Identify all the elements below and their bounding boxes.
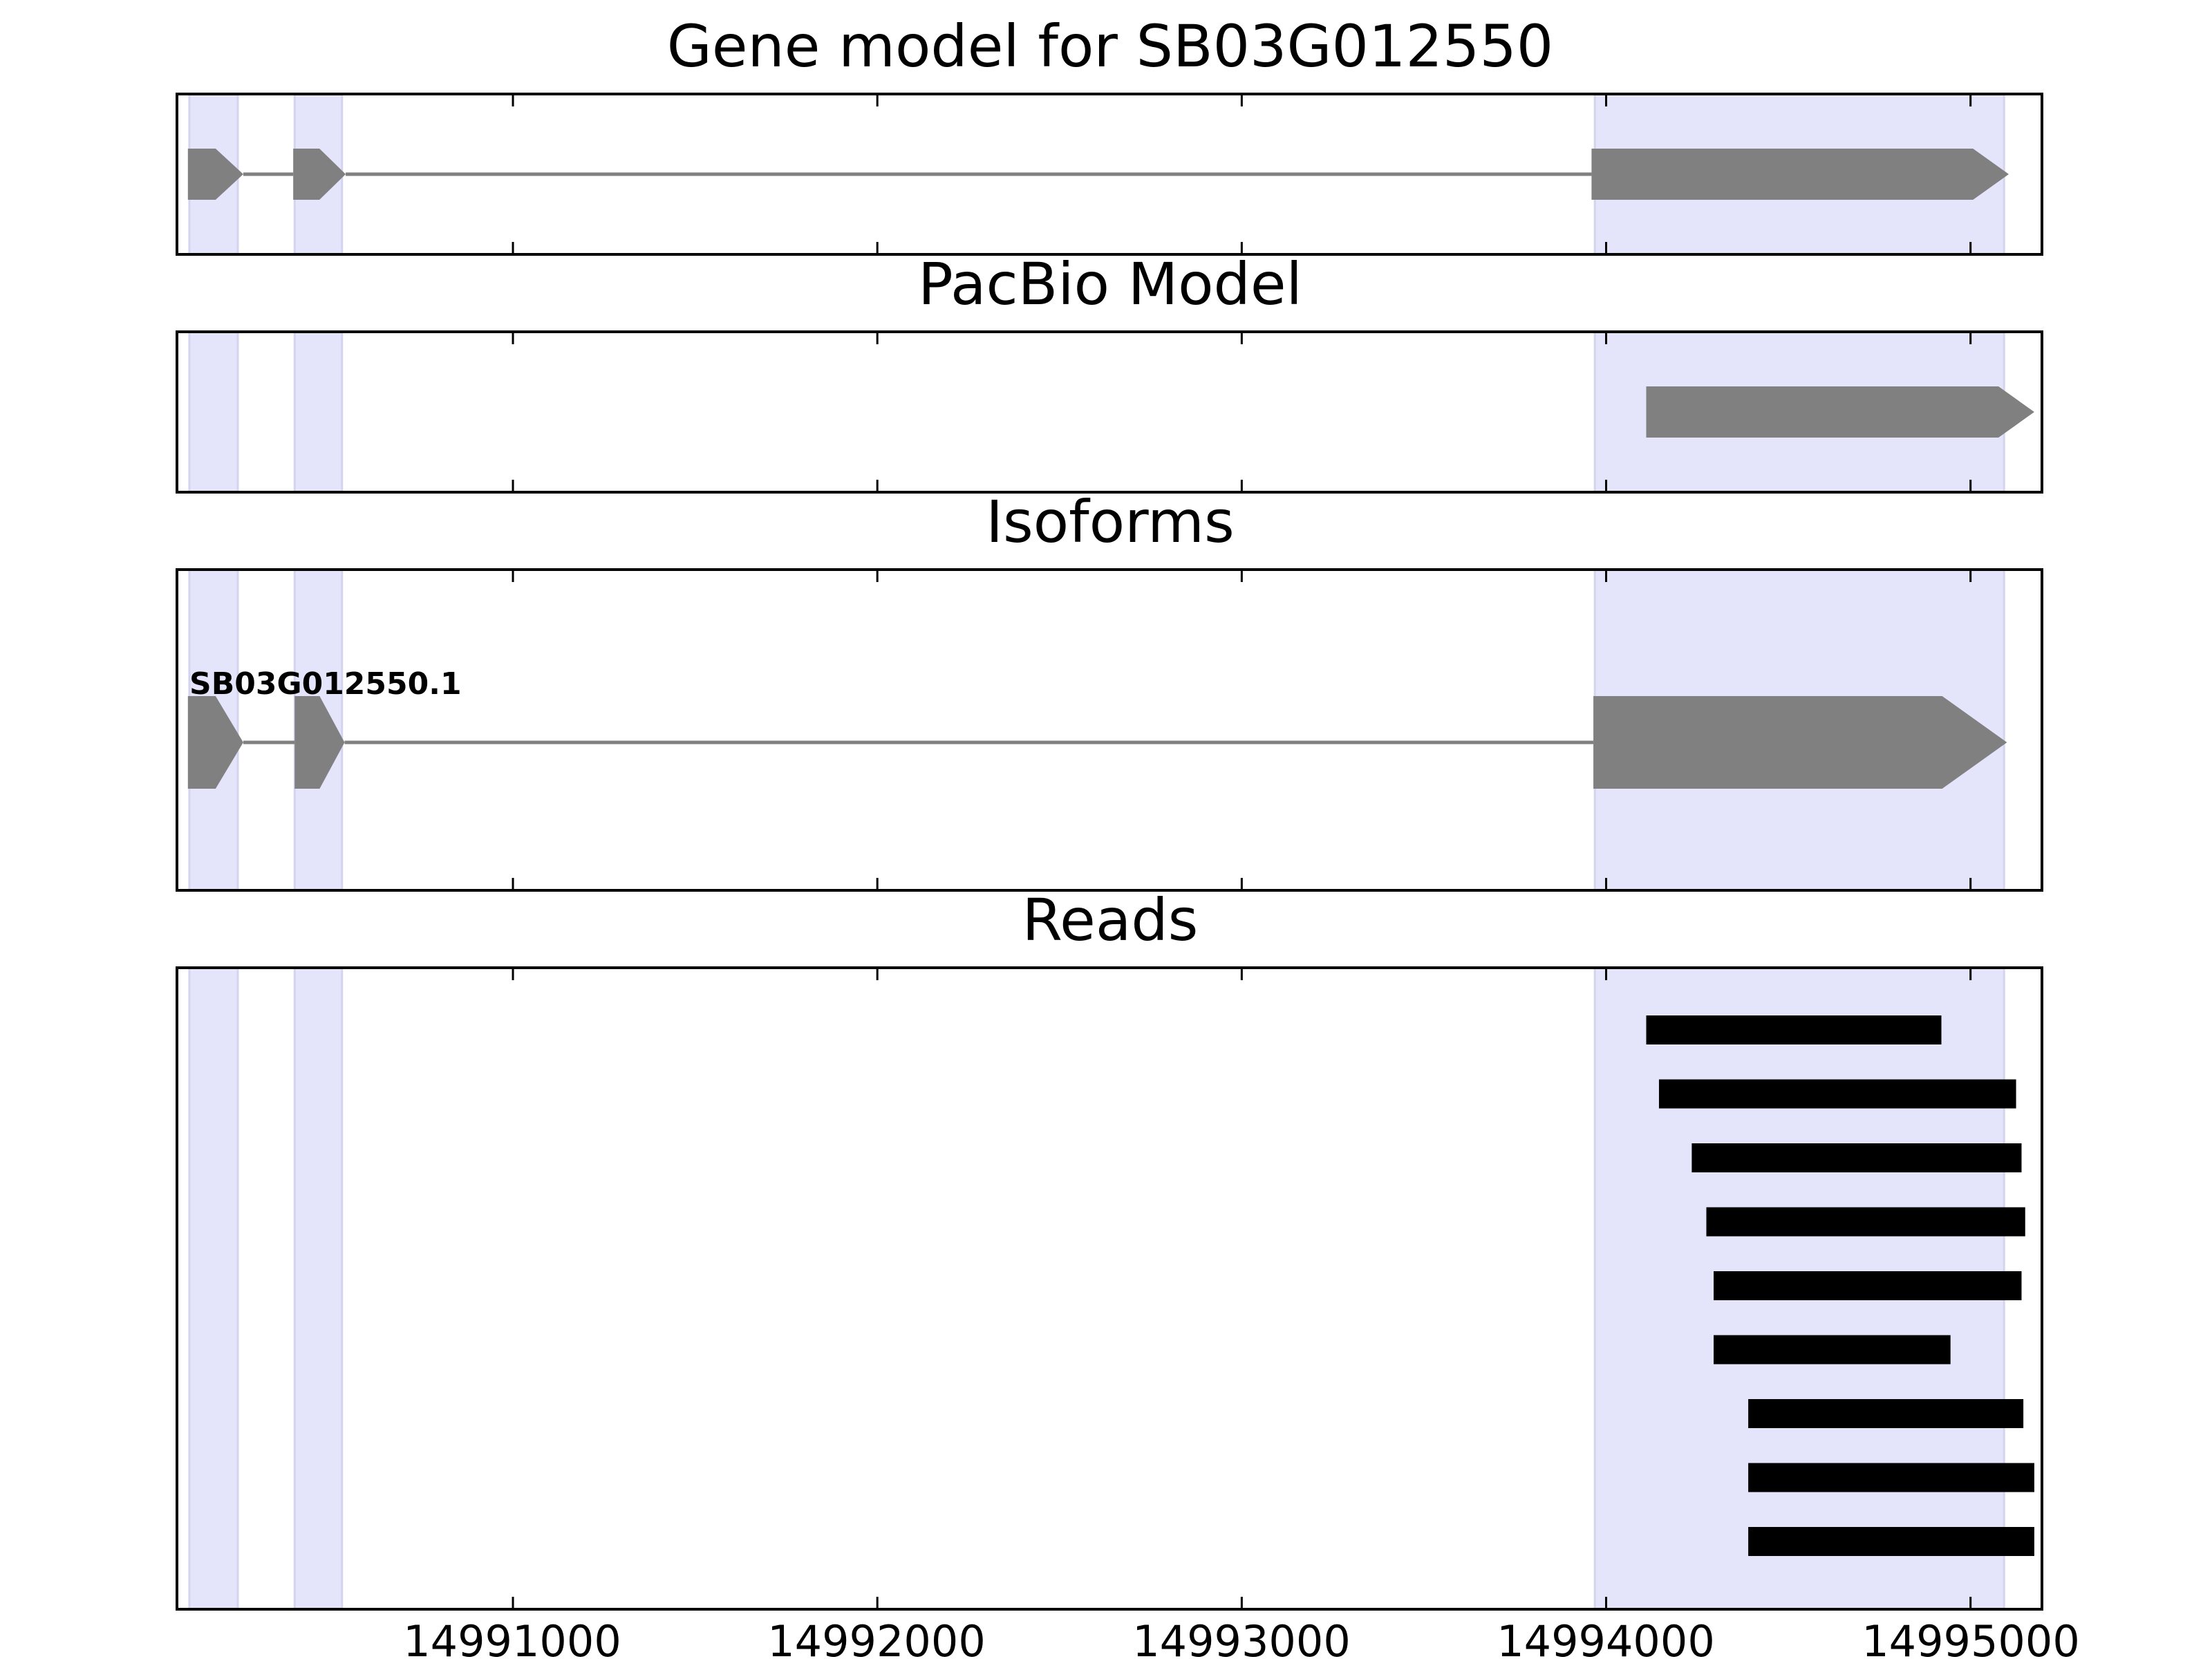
panel-frame [176,966,2043,1611]
x-tick-labels: 14991000 14992000 14993000 14994000 1499… [403,1616,2080,1659]
exon-shade-band [188,966,239,1611]
x-tick-label: 14995000 [1862,1616,2080,1659]
exon-feature [1646,386,2034,438]
isoform-label: SB03G012550.1 [189,666,462,702]
panel-frame [176,568,2043,892]
shading-layer [188,93,2005,1611]
frames-layer [176,93,2043,1611]
read-bar [1748,1399,2024,1428]
panel-frame [176,93,2043,256]
ticks-layer [512,94,1972,1609]
read-bar [1748,1463,2034,1492]
exon-feature [294,696,345,789]
read-bar [1646,1015,1942,1044]
read-bar [1714,1335,1951,1365]
x-tick-label: 14993000 [1132,1616,1351,1659]
panel-title-pacbio-model: PacBio Model [918,250,1302,318]
x-tick-label: 14992000 [767,1616,986,1659]
exon-feature [187,149,243,200]
read-bar [1658,1079,2016,1109]
exon-shade-band [293,966,344,1611]
panel-title-gene-model: Gene model for SB03G012550 [667,12,1553,80]
exon-feature [187,696,243,789]
panel-frame [176,330,2043,494]
x-tick-label: 14994000 [1497,1616,1715,1659]
exon-feature [293,149,346,200]
panel-title-reads: Reads [1022,886,1199,954]
features-layer [187,149,2034,1556]
read-bar [1691,1143,2022,1172]
panel-title-isoforms: Isoforms [986,488,1235,556]
exon-feature [1593,696,2007,789]
exon-feature [1591,149,2009,200]
read-bar [1714,1271,2022,1300]
read-bar [1748,1527,2034,1556]
read-bar [1706,1207,2025,1237]
x-tick-label: 14991000 [403,1616,621,1659]
exon-shade-band [188,330,239,494]
exon-shade-band [293,330,344,494]
